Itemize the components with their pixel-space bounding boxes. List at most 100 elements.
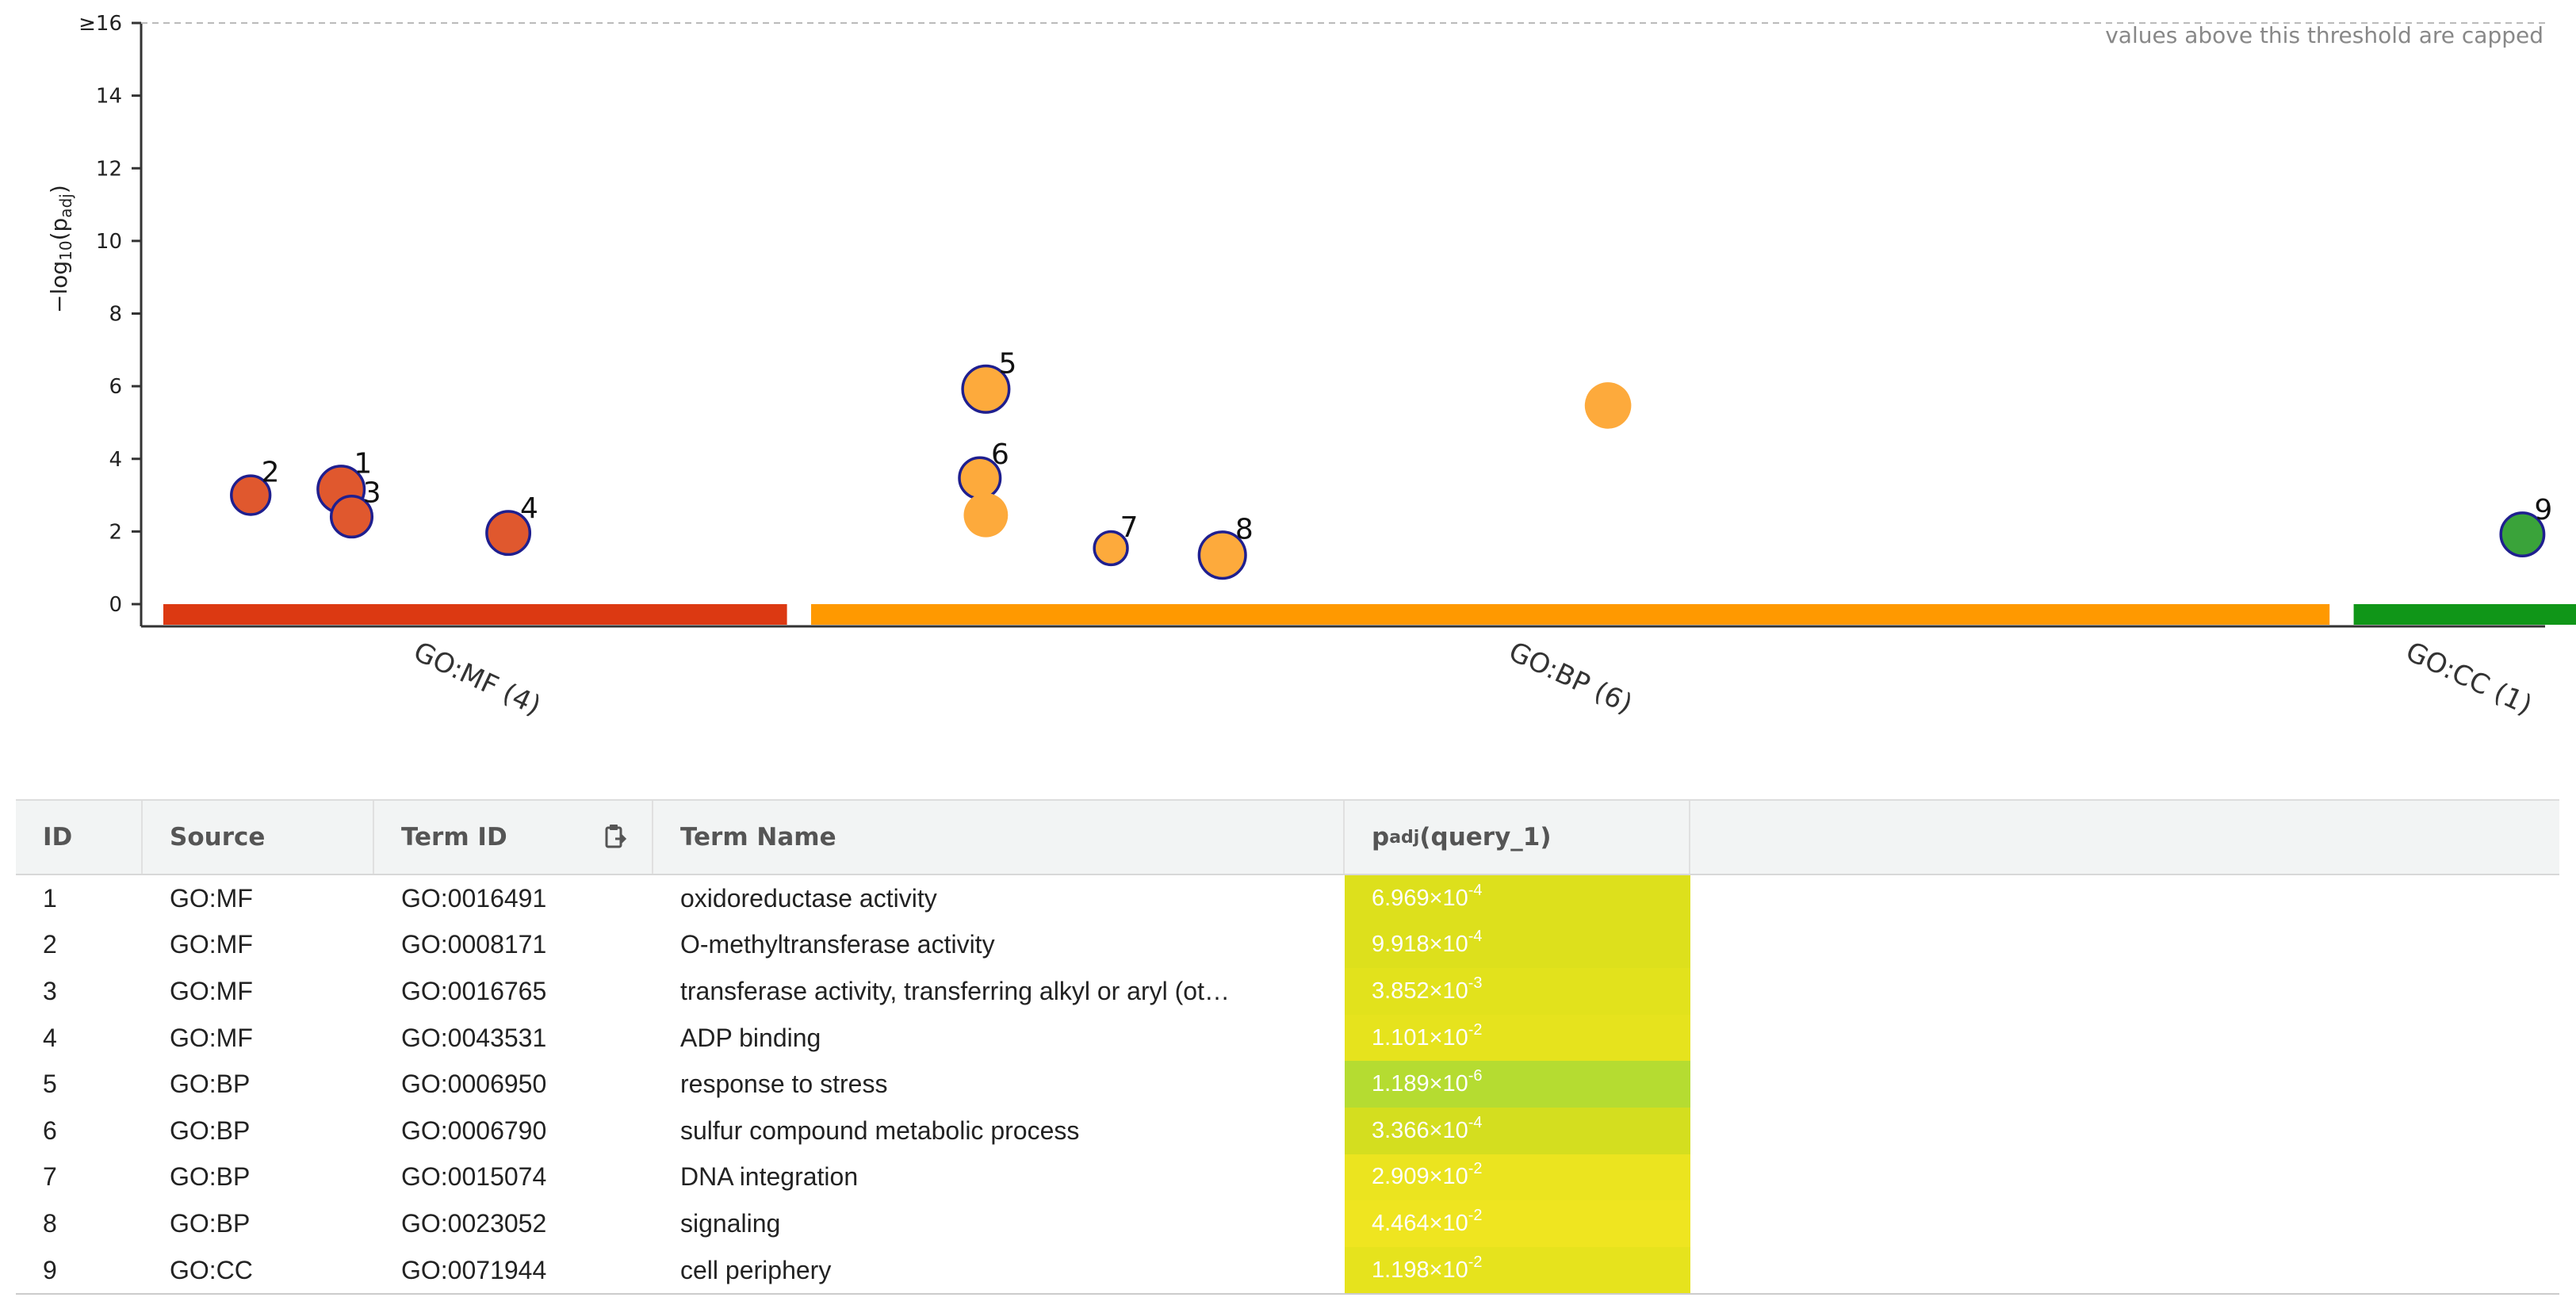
cell-term-name: DNA integration xyxy=(680,1162,859,1192)
cell-padj: 3.366×10 -4 xyxy=(1345,1107,1690,1154)
data-point-label: 8 xyxy=(1235,514,1254,546)
cell-term-id: GO:0008171 xyxy=(401,930,547,959)
cell-source: GO:CC xyxy=(170,1255,253,1284)
data-point-label: 9 xyxy=(2534,494,2552,526)
table-row[interactable]: 2 GO:MF GO:0008171 O-methyltransferase acti… xyxy=(16,921,2559,969)
y-tick-label: 4 xyxy=(109,448,122,472)
data-point-label: 5 xyxy=(999,347,1017,380)
cell-source: GO:MF xyxy=(170,883,253,913)
column-header-padj[interactable]: p adj (query_1) xyxy=(1345,801,1690,874)
cell-term-id: GO:0043531 xyxy=(401,1023,547,1052)
data-point[interactable] xyxy=(961,364,1011,414)
table-row[interactable]: 6 GO:BP GO:0006790 sulfur compound metaboli… xyxy=(16,1107,2559,1154)
data-point[interactable] xyxy=(485,510,532,557)
data-point-label: 6 xyxy=(991,438,1009,471)
cell-padj: 2.909×10 -2 xyxy=(1345,1154,1690,1201)
cell-id: 9 xyxy=(43,1255,57,1284)
cell-term-name: cell periphery xyxy=(680,1255,832,1284)
column-header-term-id[interactable]: Term ID xyxy=(374,801,653,874)
cell-filler xyxy=(1690,968,2559,1015)
cell-source: GO:BP xyxy=(170,1208,251,1238)
table-body: 1 GO:MF GO:0016491 oxidoreductase activity 6… xyxy=(16,875,2559,1295)
table-row[interactable]: 7 GO:BP GO:0015074 DNA integration 2.909×10-… xyxy=(16,1154,2559,1201)
cell-padj: 4.464×10 -2 xyxy=(1345,1200,1690,1247)
table-row[interactable]: 4 GO:MF GO:0043531 ADP binding 1.101×10 -2 xyxy=(16,1014,2559,1062)
cell-padj: 1.198×10 -2 xyxy=(1345,1246,1690,1294)
cell-filler xyxy=(1690,1154,2559,1201)
cell-filler xyxy=(1690,1108,2559,1154)
cell-source: GO:BP xyxy=(170,1070,251,1099)
cell-source: GO:MF xyxy=(170,976,253,1005)
data-point[interactable] xyxy=(1197,530,1247,580)
cell-padj: 1.189×10 -6 xyxy=(1345,1061,1690,1108)
data-point[interactable] xyxy=(2499,511,2546,557)
table-row[interactable]: 8 GO:BP GO:0023052 signaling 4.464×10 -2 xyxy=(16,1200,2559,1247)
y-tick-label: 2 xyxy=(109,520,122,544)
source-label: GO:MF (4) xyxy=(408,636,545,722)
cell-term-id: GO:0023052 xyxy=(401,1208,547,1238)
data-point-label: 7 xyxy=(1120,511,1139,544)
source-bars: GO:MF (4) GO:BP (6) GO:CC (1) xyxy=(163,604,2576,722)
data-point[interactable] xyxy=(963,492,1009,538)
cell-term-name: ADP binding xyxy=(680,1023,821,1052)
cell-term-name: signaling xyxy=(680,1208,781,1238)
data-point[interactable] xyxy=(230,474,272,516)
column-header-source[interactable]: Source xyxy=(143,801,374,874)
cell-filler xyxy=(1690,1015,2559,1062)
cell-id: 1 xyxy=(43,883,57,913)
cell-id: 7 xyxy=(43,1162,57,1192)
cell-source: GO:MF xyxy=(170,930,253,959)
cell-term-name: transferase activity, transferring alkyl… xyxy=(680,976,1230,1005)
y-tick-label: 10 xyxy=(96,230,122,254)
source-label: GO:BP (6) xyxy=(1504,636,1637,721)
column-header-term-name[interactable]: Term Name xyxy=(653,801,1345,874)
cell-padj: 6.969×10 -4 xyxy=(1345,875,1690,922)
table-row[interactable]: 9 GO:CC GO:0071944 cell periphery 1.198×10 -2 xyxy=(16,1246,2559,1294)
data-point-label: 1 xyxy=(354,448,372,480)
cell-padj: 1.101×10 -2 xyxy=(1345,1014,1690,1062)
cell-term-id: GO:0006790 xyxy=(401,1116,547,1145)
y-tick-label: 0 xyxy=(109,593,122,617)
source-label: GO:CC (1) xyxy=(2401,636,2536,721)
y-tick-label: 14 xyxy=(96,85,122,109)
cell-term-id: GO:0015074 xyxy=(401,1162,547,1192)
table-row[interactable]: 5 GO:BP GO:0006950 response to stress 1.189×… xyxy=(16,1061,2559,1108)
cell-term-name: O-methyltransferase activity xyxy=(680,930,995,959)
y-tick-label: 6 xyxy=(109,375,122,399)
table-row[interactable]: 1 GO:MF GO:0016491 oxidoreductase activity 6… xyxy=(16,875,2559,922)
y-tick-label: ≥16 xyxy=(78,12,122,36)
data-point[interactable] xyxy=(1093,530,1129,567)
column-header-filler xyxy=(1690,801,2559,874)
cell-term-name: sulfur compound metabolic process xyxy=(680,1116,1080,1145)
results-table: ID Source Term ID Term Name p adj (query_… xyxy=(16,799,2559,1295)
source-bar[interactable] xyxy=(811,604,2330,625)
table-header: ID Source Term ID Term Name p adj (query_… xyxy=(16,801,2559,875)
cell-source: GO:BP xyxy=(170,1116,251,1145)
table-row[interactable]: 3 GO:MF GO:0016765 transferase activity, tr… xyxy=(16,968,2559,1015)
column-header-id[interactable]: ID xyxy=(16,801,143,874)
source-bar[interactable] xyxy=(2353,604,2576,625)
cell-id: 3 xyxy=(43,976,57,1005)
y-tick-label: 12 xyxy=(96,157,122,181)
cap-threshold-note: values above this threshold are capped xyxy=(2105,22,2543,48)
cell-id: 4 xyxy=(43,1023,57,1052)
cell-term-name: response to stress xyxy=(680,1070,888,1099)
cell-padj: 9.918×10 -4 xyxy=(1345,921,1690,969)
data-point[interactable] xyxy=(329,495,374,539)
cell-filler xyxy=(1690,922,2559,969)
cell-id: 2 xyxy=(43,930,57,959)
cell-source: GO:MF xyxy=(170,1023,253,1052)
cell-filler xyxy=(1690,1200,2559,1247)
cell-term-id: GO:0071944 xyxy=(401,1255,547,1284)
cell-filler xyxy=(1690,875,2559,922)
cell-term-id: GO:0006950 xyxy=(401,1070,547,1099)
data-point-label: 2 xyxy=(262,456,280,488)
source-bar[interactable] xyxy=(163,604,787,625)
data-point-label: 3 xyxy=(363,477,381,510)
cell-id: 5 xyxy=(43,1070,57,1099)
cell-id: 8 xyxy=(43,1208,57,1238)
data-point[interactable] xyxy=(1584,382,1632,429)
clipboard-icon[interactable] xyxy=(604,823,628,850)
